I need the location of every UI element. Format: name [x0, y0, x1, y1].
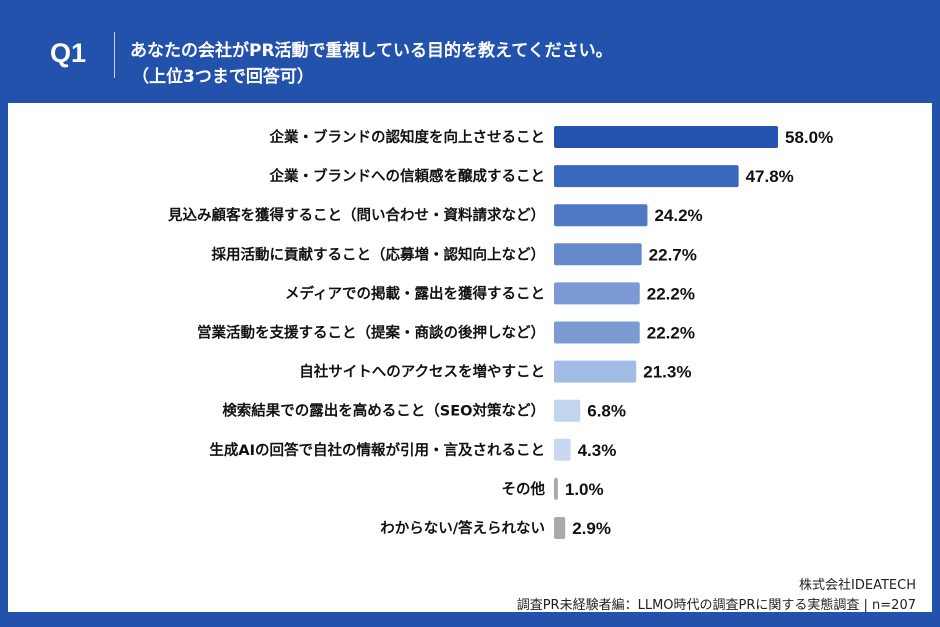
value-label: 47.8%: [746, 167, 794, 186]
bar: [554, 243, 642, 266]
value-label: 21.3%: [643, 363, 691, 382]
bar: [554, 165, 739, 188]
bar: [554, 438, 571, 461]
bar: [554, 477, 558, 500]
bar: [554, 517, 566, 539]
category-label: 企業・ブランドの認知度を向上させること: [269, 128, 546, 146]
question-text: あなたの会社がPR活動で重視している目的を教えてください。: [130, 41, 613, 61]
bar: [554, 360, 637, 383]
value-label: 4.3%: [578, 441, 617, 460]
value-label: 6.8%: [587, 402, 626, 421]
category-label: わからない/答えられない: [380, 519, 545, 537]
category-label: 営業活動を支援すること（提案・商談の後押しなど）: [197, 324, 545, 342]
bar: [554, 399, 581, 422]
value-label: 22.7%: [649, 245, 697, 264]
bar: [554, 126, 778, 148]
category-label: 自社サイトへのアクセスを増やすこと: [299, 363, 545, 381]
question-note: （上位3つまで回答可）: [132, 67, 314, 87]
value-label: 2.9%: [572, 519, 611, 538]
bar: [554, 204, 648, 227]
category-label: その他: [502, 480, 546, 498]
value-label: 58.0%: [785, 128, 833, 147]
category-label: メディアでの掲載・露出を獲得すること: [285, 284, 545, 302]
category-label: 企業・ブランドへの信頼感を醸成すること: [269, 167, 546, 185]
bar: [554, 321, 640, 344]
question-number: Q1: [50, 38, 87, 68]
category-label: 採用活動に貢献すること（応募増・認知向上など）: [212, 245, 546, 263]
value-label: 22.2%: [647, 284, 695, 303]
category-label: 生成AIの回答で自社の情報が引用・言及されること: [209, 441, 545, 459]
category-label: 見込み顧客を獲得すること（問い合わせ・資料請求など）: [167, 206, 545, 224]
value-label: 22.2%: [647, 324, 695, 343]
company-name: 株式会社IDEATECH: [799, 578, 916, 593]
source-note: 調査PR未経験者編：LLMO時代の調査PRに関する実態調査 | n=207: [516, 598, 916, 613]
value-label: 24.2%: [654, 206, 702, 225]
value-label: 1.0%: [565, 480, 604, 499]
chart-panel: [8, 103, 932, 612]
header-divider: [114, 32, 115, 78]
category-label: 検索結果での露出を高めること（SEO対策など）: [222, 402, 545, 420]
bar: [554, 282, 640, 305]
